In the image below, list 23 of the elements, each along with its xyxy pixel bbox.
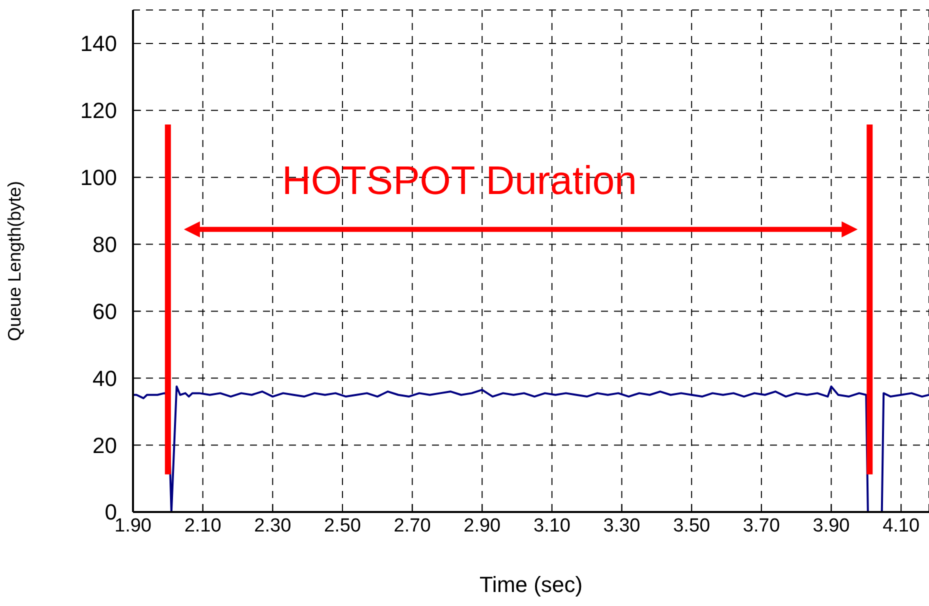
- y-tick-label: 40: [92, 366, 117, 391]
- x-tick-label: 4.10: [882, 515, 920, 536]
- y-tick-label: 0: [104, 500, 117, 525]
- y-tick-label: 100: [80, 165, 117, 190]
- x-axis-title: Time (sec): [479, 572, 583, 597]
- x-tick-label: 3.30: [603, 515, 640, 536]
- y-tick-label: 60: [92, 298, 117, 324]
- x-tick-label: 2.90: [464, 515, 501, 536]
- y-tick-label: 80: [92, 232, 117, 257]
- x-tick-label: 3.50: [673, 515, 710, 536]
- x-tick-label: 1.90: [114, 515, 152, 536]
- y-axis-title: Queue Length(byte): [4, 180, 24, 342]
- x-tick-label: 3.10: [533, 515, 570, 536]
- x-tick-label: 2.70: [394, 515, 431, 536]
- annotation: HOTSPOT Duration: [282, 158, 637, 204]
- x-tick-label: 2.10: [184, 515, 222, 536]
- x-tick-label: 3.90: [812, 515, 850, 536]
- y-tick-label: 20: [92, 432, 117, 458]
- x-tick-label: 2.30: [254, 515, 292, 536]
- x-tick-label: 3.70: [742, 515, 780, 536]
- x-tick-label: 2.50: [324, 515, 361, 536]
- y-tick-label: 140: [80, 31, 117, 56]
- y-tick-label: 120: [80, 98, 117, 124]
